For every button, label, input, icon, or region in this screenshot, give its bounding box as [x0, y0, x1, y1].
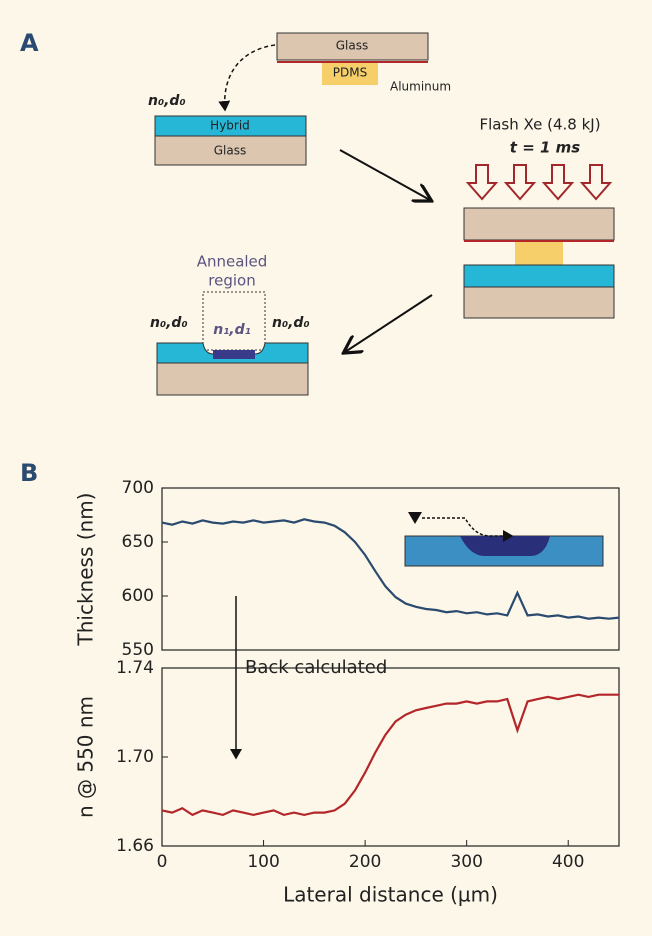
- arrow: [218, 44, 276, 112]
- label: n₀,d₀: [150, 315, 188, 331]
- y-tick-label: 600: [122, 586, 154, 606]
- x-axis-label: Lateral distance (µm): [283, 883, 498, 907]
- x-tick-label: 400: [552, 852, 584, 872]
- x-tick-label: 200: [349, 852, 381, 872]
- x-tick-label: 0: [157, 852, 168, 872]
- y-tick-label: 550: [122, 640, 154, 660]
- y-axis-label: n @ 550 nm: [74, 696, 98, 818]
- label: region: [208, 272, 255, 290]
- glass-layer: [463, 286, 615, 319]
- label: Glass: [336, 39, 369, 53]
- y-tick-label: 1.66: [116, 836, 154, 856]
- data-line: [161, 693, 619, 817]
- label: Aluminum: [390, 80, 451, 94]
- glass-slab: [463, 207, 615, 241]
- panel-label: A: [20, 29, 39, 57]
- y-tick-label: 1.74: [116, 658, 154, 678]
- glass-layer: [156, 362, 309, 396]
- glass-layer: [154, 135, 307, 166]
- hybrid-layer: [156, 342, 309, 364]
- region-box: [202, 291, 266, 351]
- plot-frame: [161, 487, 620, 651]
- x-tick-label: 300: [450, 852, 482, 872]
- panel-label: B: [20, 459, 38, 487]
- label: PDMS: [333, 66, 367, 80]
- arrow: [345, 294, 433, 352]
- glass-slab: [276, 32, 429, 61]
- pdms-block: [322, 63, 378, 85]
- y-tick-label: 1.70: [116, 747, 154, 767]
- label: n₀,d₀: [272, 315, 310, 331]
- label: n₁,d₁: [213, 322, 251, 338]
- label: t = 1 ms: [510, 139, 580, 157]
- label: n₀,d₀: [148, 93, 186, 109]
- inset-tip: [408, 512, 422, 524]
- label: Annealed: [197, 253, 268, 271]
- flash-arrows: [465, 164, 613, 201]
- label: Flash Xe (4.8 kJ): [479, 116, 600, 134]
- y-tick-label: 700: [122, 478, 154, 498]
- pdms-block: [515, 242, 563, 265]
- label: Glass: [214, 144, 247, 158]
- hybrid-layer: [463, 264, 615, 288]
- plot-frame: [161, 667, 620, 847]
- label: Hybrid: [210, 119, 250, 133]
- y-axis-label: Thickness (nm): [74, 493, 98, 647]
- annealed-zone: [213, 350, 255, 359]
- data-line: [161, 518, 620, 620]
- inset-dip: [460, 536, 550, 556]
- arrow: [339, 149, 430, 200]
- x-tick-label: 100: [247, 852, 279, 872]
- inset-path: [422, 517, 514, 542]
- y-tick-label: 650: [122, 532, 154, 552]
